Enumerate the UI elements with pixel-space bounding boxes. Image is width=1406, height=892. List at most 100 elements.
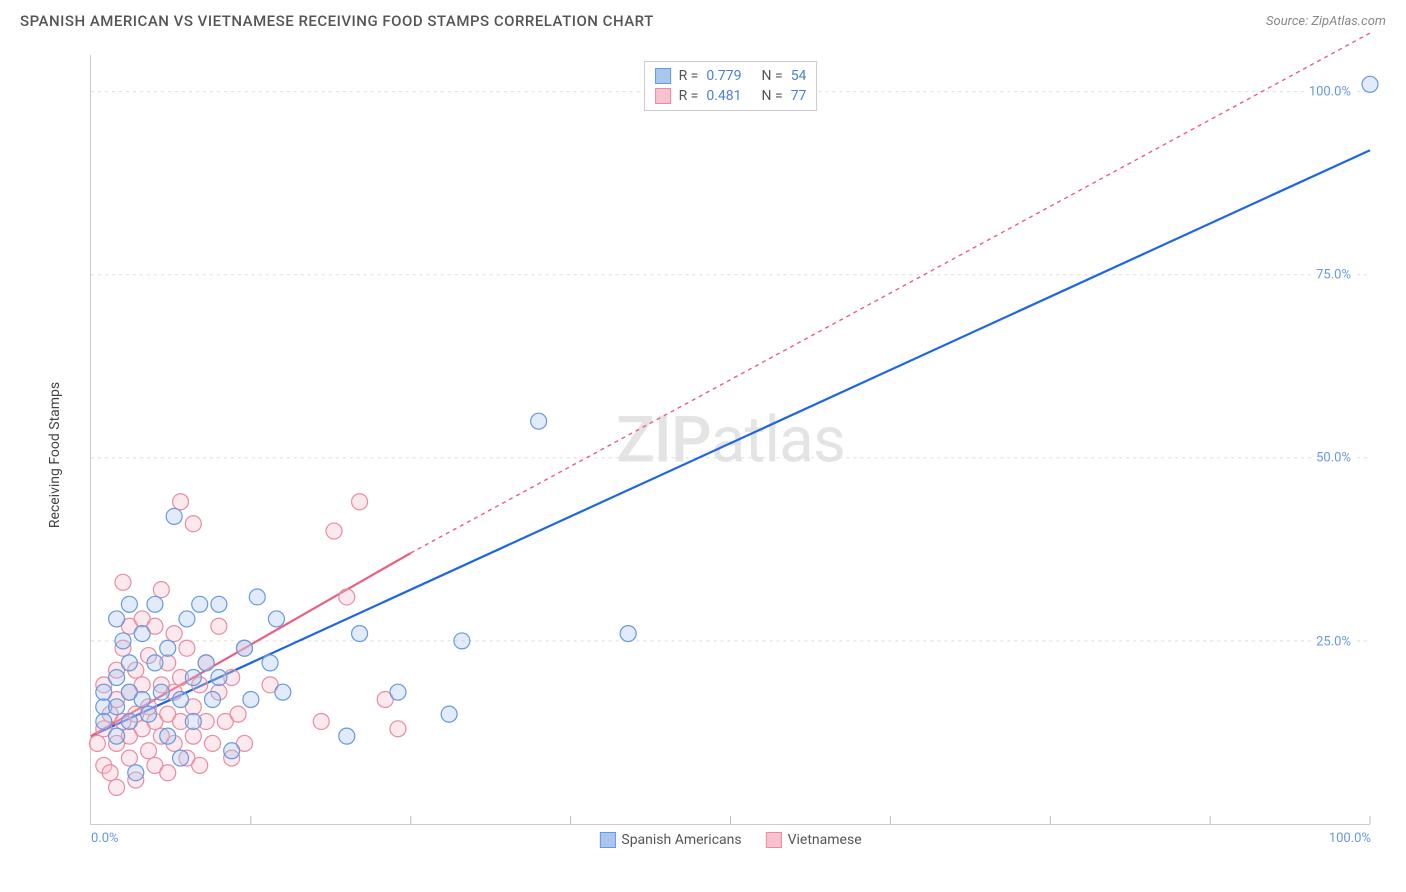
- scatter-point: [109, 728, 125, 744]
- scatter-point: [166, 626, 182, 642]
- scatter-point: [153, 684, 169, 700]
- scatter-point: [243, 692, 259, 708]
- scatter-point: [339, 589, 355, 605]
- scatter-point: [173, 692, 189, 708]
- scatter-point: [153, 582, 169, 598]
- chart-container: Receiving Food Stamps ZIPatlas 25.0%50.0…: [60, 55, 1380, 855]
- legend-swatch: [655, 68, 671, 84]
- scatter-point: [121, 596, 137, 612]
- y-axis-label: Receiving Food Stamps: [47, 382, 63, 528]
- scatter-point: [352, 494, 368, 510]
- scatter-point: [141, 743, 157, 759]
- scatter-point: [390, 684, 406, 700]
- chart-title: SPANISH AMERICAN VS VIETNAMESE RECEIVING…: [20, 12, 654, 30]
- stat-r-value: 0.779: [706, 68, 741, 84]
- scatter-point: [313, 713, 329, 729]
- scatter-point: [185, 728, 201, 744]
- scatter-point: [96, 684, 112, 700]
- scatter-point: [198, 655, 214, 671]
- scatter-point: [141, 706, 157, 722]
- scatter-point: [185, 713, 201, 729]
- scatter-point: [352, 626, 368, 642]
- scatter-point: [134, 626, 150, 642]
- scatter-point: [339, 728, 355, 744]
- scatter-point: [96, 713, 112, 729]
- stat-n-label: N =: [762, 68, 783, 84]
- scatter-point: [262, 655, 278, 671]
- scatter-point: [454, 633, 470, 649]
- scatter-point: [326, 523, 342, 539]
- scatter-point: [115, 633, 131, 649]
- chart-header: SPANISH AMERICAN VS VIETNAMESE RECEIVING…: [0, 0, 1406, 38]
- legend-swatch: [655, 88, 671, 104]
- bottom-legend: Spanish Americans Vietnamese: [599, 832, 861, 848]
- bottom-legend-item: Vietnamese: [766, 832, 862, 848]
- scatter-point: [192, 757, 208, 773]
- y-tick-label: 50.0%: [1312, 451, 1355, 466]
- scatter-point: [173, 750, 189, 766]
- scatter-point: [211, 670, 227, 686]
- scatter-point: [121, 713, 137, 729]
- scatter-point: [115, 574, 131, 590]
- legend-stats-row: R = 0.779 N = 54: [655, 66, 807, 86]
- scatter-point: [185, 670, 201, 686]
- scatter-point: [147, 655, 163, 671]
- y-tick-label: 100.0%: [1305, 84, 1355, 99]
- scatter-point: [121, 750, 137, 766]
- scatter-point: [185, 516, 201, 532]
- scatter-point: [211, 618, 227, 634]
- stat-r-label: R =: [679, 88, 699, 104]
- scatter-point: [102, 765, 118, 781]
- scatter-point: [109, 611, 125, 627]
- scatter-point: [121, 655, 137, 671]
- scatter-point: [1362, 76, 1378, 92]
- scatter-point: [173, 494, 189, 510]
- scatter-point: [109, 779, 125, 795]
- legend-label: Spanish Americans: [621, 832, 741, 848]
- scatter-point: [249, 589, 265, 605]
- scatter-point: [179, 611, 195, 627]
- plot-svg: [91, 55, 1370, 824]
- scatter-point: [192, 596, 208, 612]
- scatter-point: [160, 765, 176, 781]
- legend-swatch: [599, 832, 615, 848]
- legend-swatch: [766, 832, 782, 848]
- scatter-point: [531, 413, 547, 429]
- scatter-point: [89, 735, 105, 751]
- scatter-point: [211, 596, 227, 612]
- plot-area: ZIPatlas 25.0%50.0%75.0%100.0% 0.0%100.0…: [90, 55, 1370, 825]
- scatter-point: [160, 728, 176, 744]
- scatter-point: [109, 699, 125, 715]
- scatter-point: [205, 692, 221, 708]
- legend-stats-box: R = 0.779 N = 54 R = 0.481 N = 77: [644, 61, 818, 111]
- scatter-point: [230, 706, 246, 722]
- scatter-point: [179, 640, 195, 656]
- scatter-point: [128, 765, 144, 781]
- stat-r-label: R =: [679, 68, 699, 84]
- stat-r-value: 0.481: [706, 88, 741, 104]
- scatter-point: [275, 684, 291, 700]
- stat-n-value: 54: [791, 68, 807, 84]
- legend-label: Vietnamese: [788, 832, 862, 848]
- stat-n-value: 77: [791, 88, 807, 104]
- scatter-point: [224, 743, 240, 759]
- scatter-point: [147, 596, 163, 612]
- scatter-point: [441, 706, 457, 722]
- trend-line-dashed: [411, 33, 1370, 553]
- scatter-point: [620, 626, 636, 642]
- legend-stats-row: R = 0.481 N = 77: [655, 86, 807, 106]
- x-tick-label: 0.0%: [91, 831, 119, 846]
- bottom-legend-item: Spanish Americans: [599, 832, 741, 848]
- scatter-point: [109, 670, 125, 686]
- chart-source: Source: ZipAtlas.com: [1266, 14, 1386, 29]
- scatter-point: [390, 721, 406, 737]
- trend-line: [91, 150, 1370, 736]
- x-tick-label: 100.0%: [1329, 831, 1371, 846]
- stat-n-label: N =: [762, 88, 783, 104]
- y-tick-label: 75.0%: [1312, 268, 1355, 283]
- scatter-point: [160, 640, 176, 656]
- scatter-point: [205, 735, 221, 751]
- scatter-point: [268, 611, 284, 627]
- scatter-point: [166, 508, 182, 524]
- scatter-point: [134, 692, 150, 708]
